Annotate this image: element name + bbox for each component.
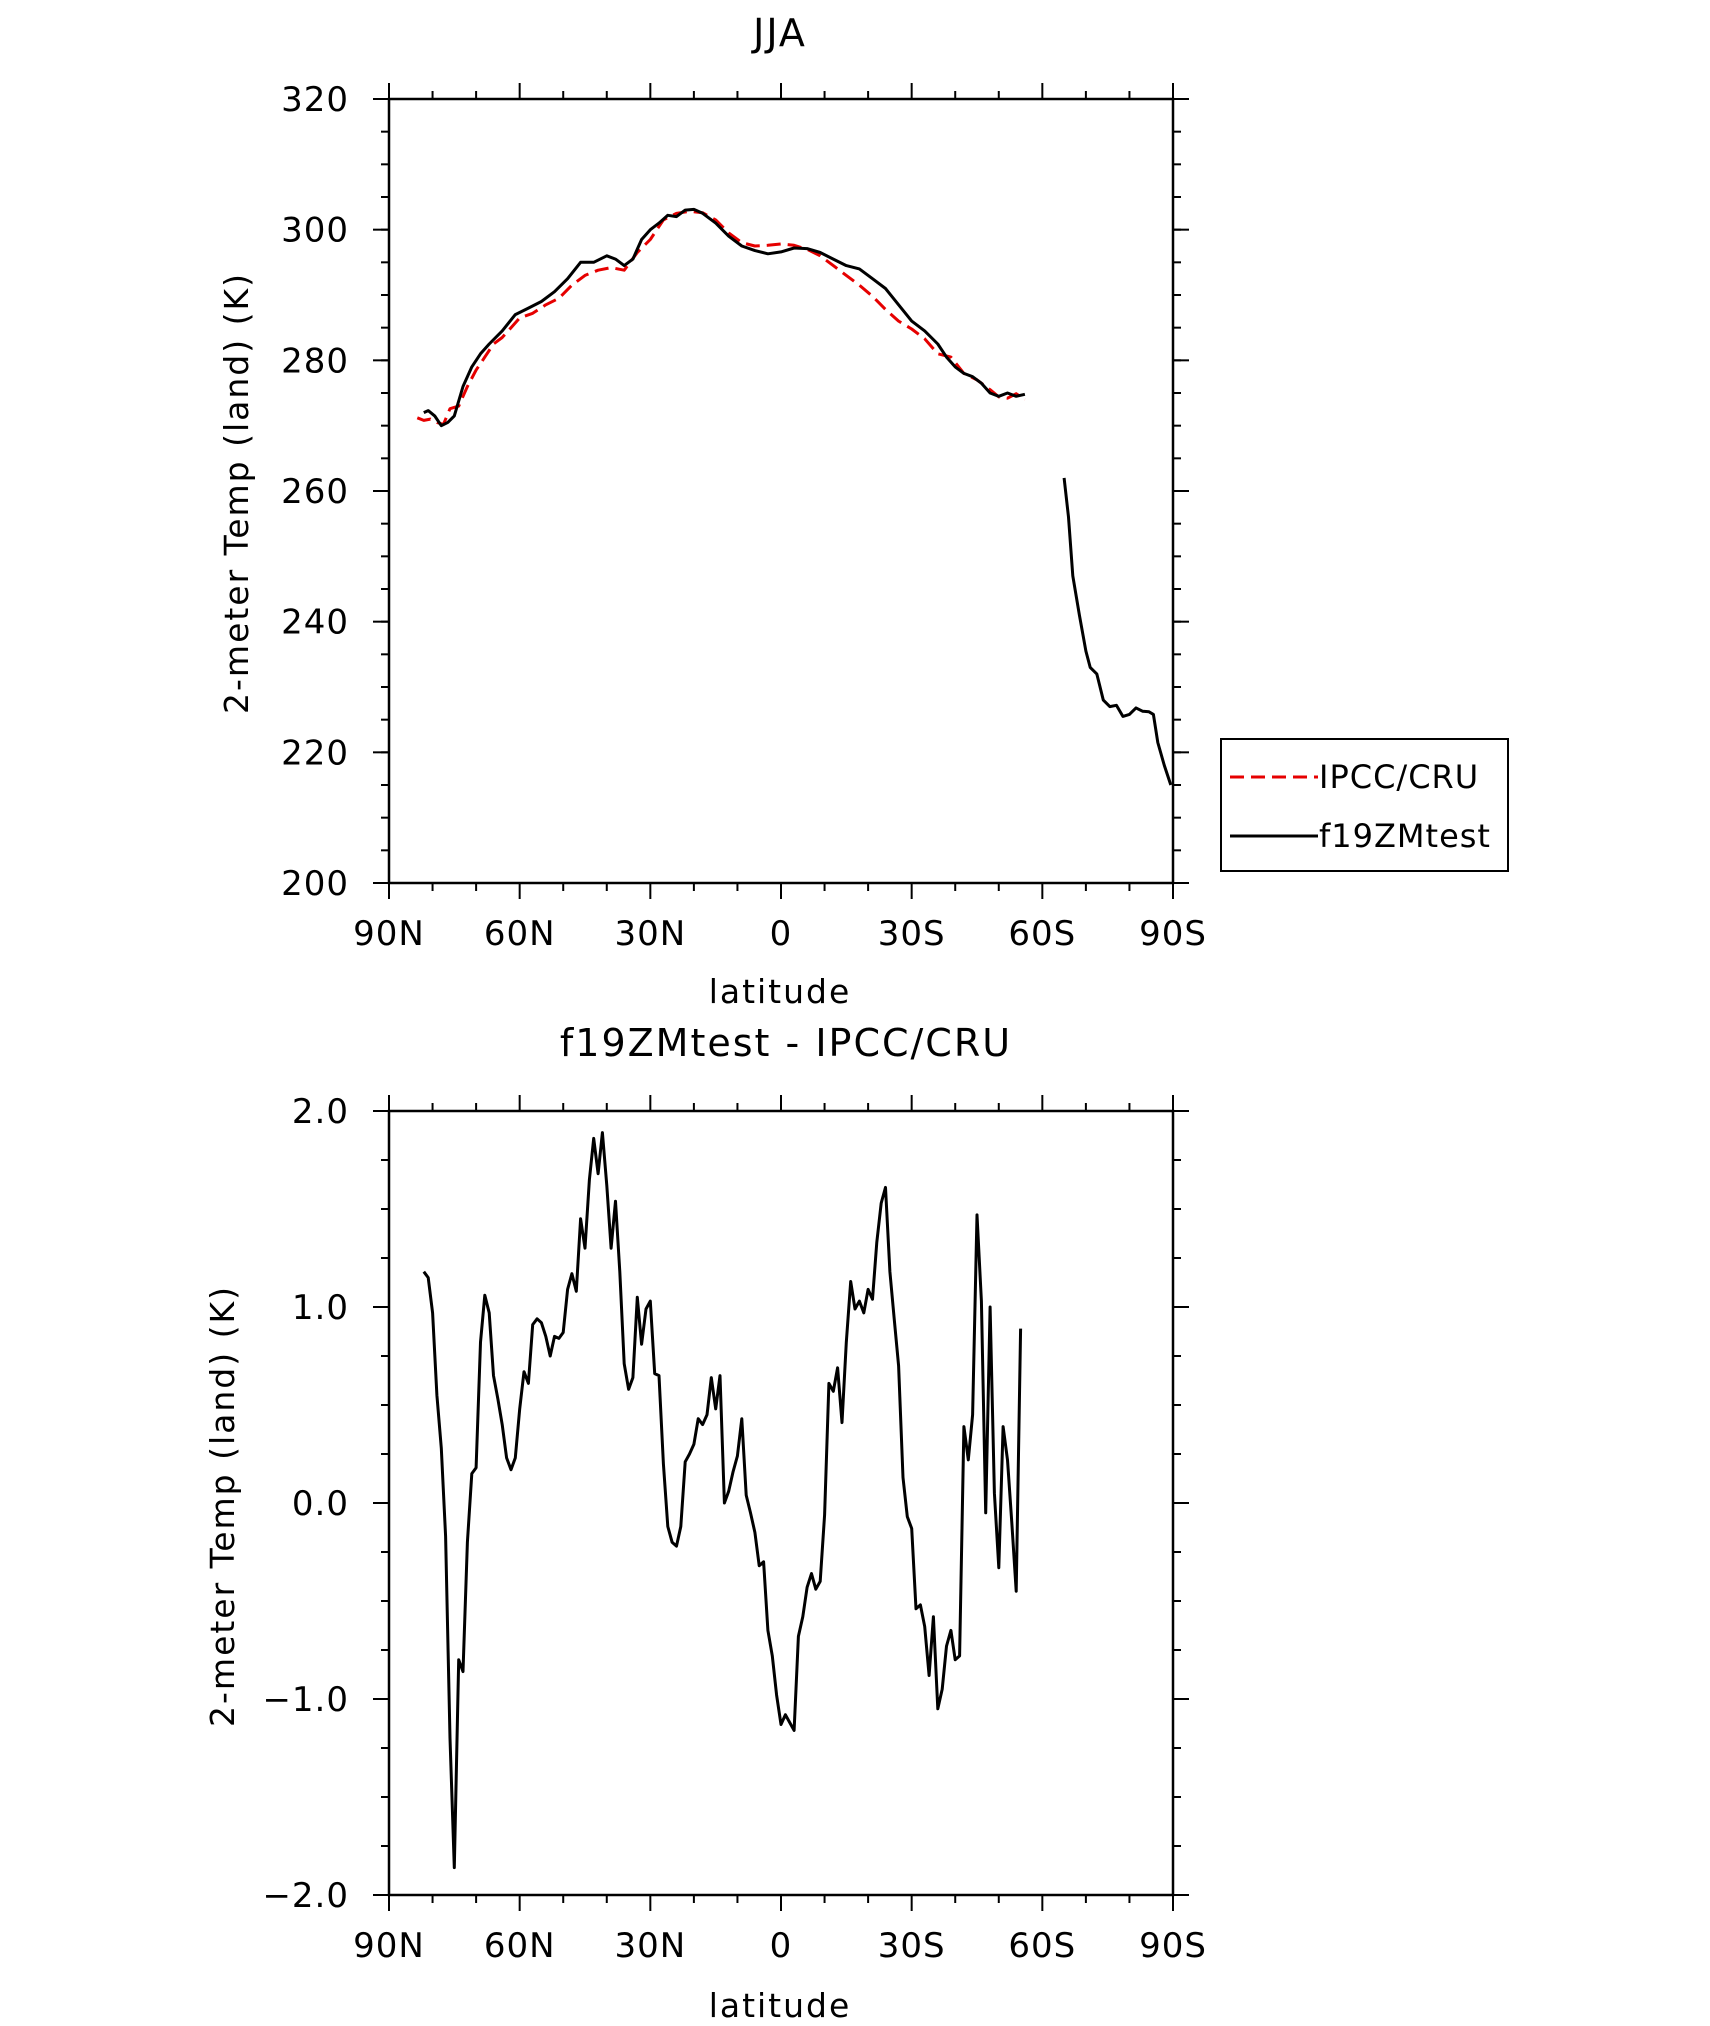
series-line-f19zmtest-2 <box>1062 477 1173 786</box>
x-tick-label-bottom: 0 <box>770 1926 793 1966</box>
y-tick-label-bottom: −1.0 <box>262 1680 349 1720</box>
x-axis-label-top: latitude <box>709 972 852 1011</box>
x-tick-label-bottom: 90S <box>1139 1926 1207 1966</box>
x-tick-label-top: 60S <box>1008 914 1076 954</box>
panel-top-temperature: JJA latitude 2-meter Temp (land) (K) 90N… <box>217 11 1207 1011</box>
y-tick-label-top: 260 <box>281 472 349 512</box>
legend-label-ipcc-cru: IPCC/CRU <box>1319 758 1479 796</box>
series-line-difference-0 <box>422 1131 1023 1870</box>
chart-title-bottom: f19ZMtest - IPCC/CRU <box>560 1021 1012 1065</box>
y-tick-label-top: 280 <box>281 341 349 381</box>
x-tick-label-top: 30S <box>878 914 946 954</box>
x-tick-label-bottom: 30S <box>878 1926 946 1966</box>
x-tick-label-top: 90N <box>353 914 425 954</box>
y-tick-label-top: 200 <box>281 864 349 904</box>
plot-frame-top <box>387 97 1175 885</box>
series-line-f19zmtest-1 <box>423 207 1026 428</box>
x-tick-label-top: 0 <box>770 914 793 954</box>
chart-title-top: JJA <box>751 11 807 55</box>
y-tick-label-top: 240 <box>281 603 349 643</box>
y-tick-label-bottom: −2.0 <box>262 1876 349 1916</box>
panel-bottom-difference: f19ZMtest - IPCC/CRU latitude 2-meter Te… <box>203 1021 1207 2025</box>
x-tick-label-bottom: 90N <box>353 1926 425 1966</box>
y-tick-label-bottom: 1.0 <box>292 1288 349 1328</box>
x-tick-label-bottom: 30N <box>614 1926 686 1966</box>
y-tick-label-bottom: 0.0 <box>292 1484 349 1524</box>
legend-label-f19zmtest: f19ZMtest <box>1319 817 1491 855</box>
x-tick-label-bottom: 60N <box>484 1926 556 1966</box>
series-line-ipcc-cru-0 <box>416 209 1026 426</box>
y-axis-label-top: 2-meter Temp (land) (K) <box>217 272 256 714</box>
y-tick-label-top: 220 <box>281 733 349 773</box>
plot-frame-bottom <box>387 1109 1175 1897</box>
y-tick-label-bottom: 2.0 <box>292 1092 349 1132</box>
x-tick-label-top: 30N <box>614 914 686 954</box>
y-axis-label-bottom: 2-meter Temp (land) (K) <box>203 1285 242 1727</box>
legend: IPCC/CRU f19ZMtest <box>1220 738 1509 872</box>
x-tick-label-bottom: 60S <box>1008 1926 1076 1966</box>
x-axis-label-bottom: latitude <box>709 1986 852 2021</box>
x-tick-label-top: 90S <box>1139 914 1207 954</box>
legend-box <box>1220 738 1509 872</box>
x-tick-label-top: 60N <box>484 914 556 954</box>
y-tick-label-top: 320 <box>281 80 349 120</box>
y-tick-label-top: 300 <box>281 211 349 251</box>
